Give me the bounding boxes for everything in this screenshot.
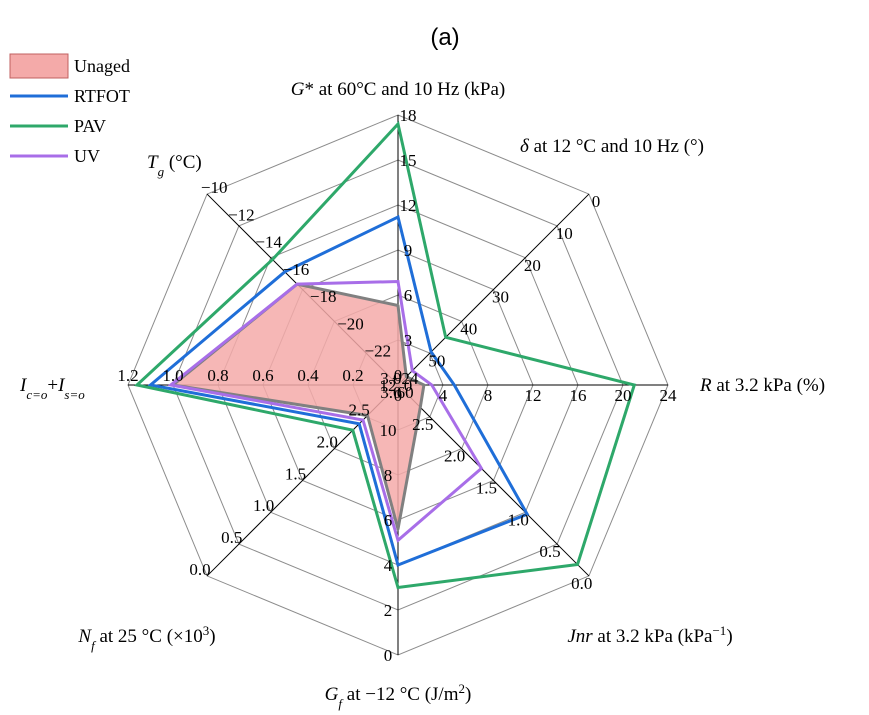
tick-label: 1.5	[285, 464, 306, 483]
axis-title-ic: Ic=o+Is=o	[19, 375, 85, 402]
tick-label: 0.2	[342, 366, 363, 385]
axis-title-r: R at 3.2 kPa (%)	[699, 375, 825, 396]
tick-label: 0	[592, 192, 601, 211]
axis-title-gf: Gf at −12 °C (J/m2)	[325, 681, 472, 711]
tick-label: 0.4	[297, 366, 319, 385]
axis-title-delta: δ at 12 °C and 10 Hz (°)	[520, 136, 704, 157]
legend-label-uv: UV	[74, 146, 100, 166]
tick-label: 12	[400, 196, 417, 215]
tick-label: 24	[660, 386, 678, 405]
legend-label-unaged: Unaged	[74, 56, 130, 76]
series-uv	[167, 279, 484, 543]
tick-label: 60	[397, 383, 414, 402]
series-fills	[171, 282, 426, 531]
legend: Unaged RTFOT PAV UV	[9, 53, 130, 166]
tick-label: 20	[524, 256, 541, 275]
tick-label: 0.6	[252, 366, 273, 385]
tick-label: 4	[439, 386, 448, 405]
axis-title-gstar: G* at 60°C and 10 Hz (kPa)	[291, 79, 505, 100]
tick-label: 4	[384, 556, 393, 575]
tick-label: 0	[384, 646, 393, 665]
tick-label: 1.0	[253, 496, 274, 515]
tick-label: −18	[310, 287, 337, 306]
axis-spoke	[397, 193, 590, 386]
tick-label: 2.5	[348, 401, 369, 420]
legend-swatch-unaged	[9, 53, 69, 79]
tick-label: 50	[428, 351, 445, 370]
tick-label: 1.2	[117, 366, 138, 385]
tick-label: 1.5	[476, 479, 497, 498]
tick-label: 0.8	[207, 366, 228, 385]
tick-label: 18	[400, 106, 417, 125]
series-rtfot	[147, 214, 530, 568]
tick-label: 20	[615, 386, 632, 405]
tick-label: 0.0	[189, 560, 210, 579]
tick-label: 6	[404, 286, 413, 305]
tick-label: 6	[384, 511, 393, 530]
axis-title-tg: Tg (°C)	[147, 152, 202, 179]
tick-label: 0	[404, 376, 413, 395]
tick-label: 10	[380, 421, 397, 440]
tick-label: 0.5	[221, 528, 242, 547]
tick-label: 40	[460, 319, 477, 338]
tick-label: 1.0	[508, 510, 529, 529]
tick-label: 0.5	[539, 542, 560, 561]
series-lines	[133, 120, 637, 590]
tick-label: 2.0	[444, 447, 465, 466]
tick-label: 3.0	[380, 369, 401, 388]
series-pav	[133, 120, 637, 590]
tick-label: −24	[392, 369, 419, 388]
tick-label: −10	[201, 178, 228, 197]
tick-label: 8	[484, 386, 493, 405]
tick-label: −20	[337, 314, 364, 333]
tick-label: −16	[283, 260, 310, 279]
tick-label: 3.0	[380, 383, 401, 402]
series-unaged	[171, 282, 426, 531]
tick-label: 30	[492, 288, 509, 307]
legend-label-pav: PAV	[74, 116, 106, 136]
axis-title-nf: Nf at 25 °C (×103)	[77, 623, 215, 653]
tick-label: 0	[394, 386, 403, 405]
tick-label: 2	[384, 601, 393, 620]
tick-label: −22	[365, 342, 392, 361]
tick-label: 0	[394, 366, 403, 385]
tick-label: −12	[228, 205, 255, 224]
tick-label: 12	[380, 376, 397, 395]
tick-label: 9	[404, 241, 413, 260]
axis-spoke	[397, 384, 590, 577]
tick-label: 15	[400, 151, 417, 170]
legend-label-rtfot: RTFOT	[74, 86, 130, 106]
tick-label: 8	[384, 466, 393, 485]
panel-label: (a)	[430, 24, 459, 51]
tick-label: 1.0	[162, 366, 183, 385]
tick-label: 2.5	[412, 415, 433, 434]
axis-spoke	[206, 384, 399, 577]
tick-label: 3	[404, 331, 413, 350]
tick-label: 2.0	[317, 433, 338, 452]
tick-label: 10	[556, 224, 573, 243]
axis-title-jnr: Jnr at 3.2 kPa (kPa−1)	[567, 623, 732, 648]
tick-label: 0.0	[571, 574, 592, 593]
tick-label: 16	[570, 386, 587, 405]
tick-label: −14	[255, 233, 282, 252]
tick-label: 12	[525, 386, 542, 405]
